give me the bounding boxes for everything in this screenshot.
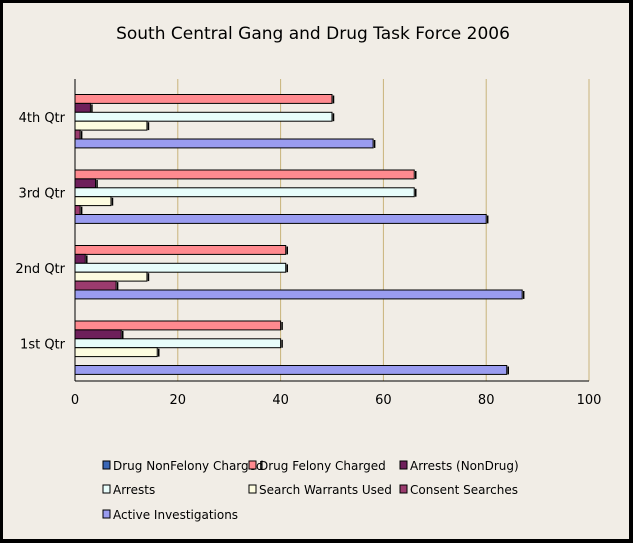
- bars: [74, 94, 525, 375]
- legend-swatch: [102, 484, 111, 494]
- legend-label: Active Investigations: [113, 508, 238, 522]
- bar: [74, 245, 287, 255]
- bar: [74, 365, 508, 375]
- legend-swatch: [399, 484, 408, 494]
- bar: [74, 111, 333, 122]
- chart-svg: South Central Gang and Drug Task Force 2…: [15, 24, 601, 522]
- legend-label: Drug NonFelony Charged: [113, 459, 264, 473]
- bar: [74, 178, 97, 189]
- bar: [74, 347, 158, 358]
- axes: 0 20 40 60 80 100 1st Qtr 2nd Qtr 3rd Qtr 4th Qtr: [15, 79, 601, 408]
- x-tick-label: 100: [577, 393, 602, 408]
- bar: [74, 289, 523, 300]
- bar: [74, 253, 86, 264]
- x-tick-label: 40: [272, 393, 289, 408]
- chart-frame: South Central Gang and Drug Task Force 2…: [3, 3, 629, 539]
- category-label: 1st Qtr: [20, 337, 66, 352]
- x-tick-label: 0: [71, 393, 79, 408]
- legend-label: Consent Searches: [410, 483, 518, 497]
- x-tick-label: 20: [170, 393, 187, 408]
- bar: [74, 102, 91, 113]
- bar: [74, 94, 333, 104]
- category-label: 2nd Qtr: [15, 262, 65, 277]
- bar: [74, 262, 287, 273]
- legend-swatch: [399, 460, 408, 470]
- bar: [74, 214, 487, 224]
- x-tick-label: 80: [478, 393, 495, 408]
- legend-label: Drug Felony Charged: [259, 459, 386, 473]
- bar: [74, 129, 81, 140]
- bar: [74, 138, 374, 149]
- legend-swatch: [248, 484, 257, 494]
- legend-swatch: [248, 460, 257, 470]
- chart-title: South Central Gang and Drug Task Force 2…: [116, 24, 510, 44]
- category-label: 3rd Qtr: [19, 186, 66, 201]
- bar: [74, 196, 112, 207]
- bar: [74, 205, 81, 216]
- bar: [74, 338, 282, 349]
- bar: [74, 169, 415, 180]
- bar: [74, 329, 122, 340]
- legend-swatch: [102, 509, 111, 519]
- legend-label: Search Warrants Used: [259, 483, 392, 497]
- legend-swatch: [102, 460, 111, 470]
- x-tick-label: 60: [375, 393, 392, 408]
- legend-label: Arrests (NonDrug): [410, 459, 519, 473]
- bar: [74, 320, 282, 331]
- bar: [74, 120, 148, 131]
- bar: [74, 271, 148, 282]
- legend-label: Arrests: [113, 483, 155, 497]
- category-label: 4th Qtr: [19, 111, 66, 126]
- bar: [74, 187, 415, 198]
- bar: [74, 280, 117, 291]
- gridlines: [177, 79, 590, 381]
